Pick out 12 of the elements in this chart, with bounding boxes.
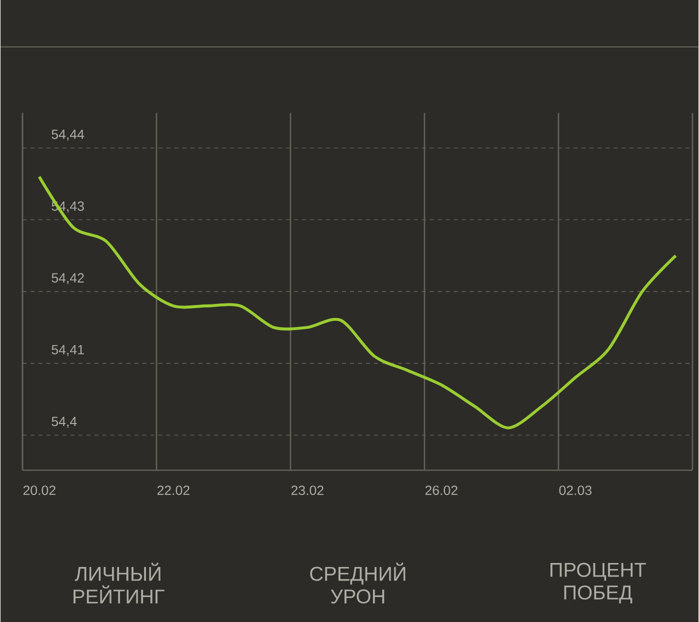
y-tick-label: 54,42	[52, 273, 84, 284]
y-tick-label: 54,4	[52, 416, 77, 428]
x-tick-label: 26.02	[425, 486, 458, 496]
x-tick-label: 20.02	[23, 486, 56, 496]
x-tick-label: 23.02	[291, 486, 324, 496]
text: ПРОЦЕНТ ПОБЕД	[550, 562, 646, 604]
text: СРЕДНИЙ УРОН	[310, 562, 406, 604]
x-tick-label: 22.02	[157, 486, 190, 496]
y-tick-label: 54,41	[52, 345, 84, 356]
y-tick-label: 54,44	[52, 130, 84, 141]
text: ЛИЧНЫЙ РЕЙТИНГ	[74, 562, 164, 604]
x-tick-label: 02.03	[559, 486, 592, 496]
